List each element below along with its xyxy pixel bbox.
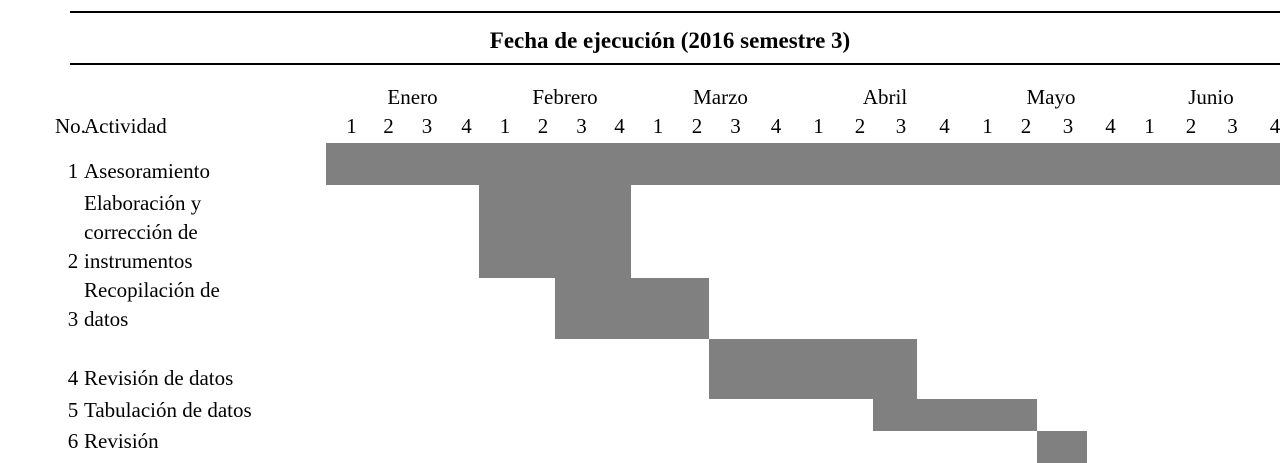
row-number: 1 bbox=[67, 159, 79, 183]
week-label: 3 bbox=[895, 114, 907, 138]
activity-text: Tabulación de datos bbox=[84, 398, 252, 422]
week-label: 1 bbox=[499, 114, 511, 138]
row-number: 6 bbox=[67, 429, 79, 453]
week-label: 1 bbox=[813, 114, 824, 138]
gantt-bar bbox=[326, 143, 1280, 185]
week-label: 2 bbox=[383, 114, 394, 138]
number-header: No. bbox=[55, 114, 86, 138]
month-label: Abril bbox=[862, 85, 908, 109]
gantt-bar bbox=[1037, 431, 1087, 463]
activity-text: corrección de bbox=[84, 220, 198, 244]
activity-text: Revisión de datos bbox=[84, 366, 234, 390]
week-label: 2 bbox=[691, 114, 703, 138]
week-label: 4 bbox=[461, 114, 472, 138]
row-number: 5 bbox=[67, 398, 79, 422]
activity-text: Elaboración y bbox=[84, 191, 202, 215]
week-label: 4 bbox=[1269, 114, 1280, 138]
gantt-bar bbox=[873, 399, 1037, 431]
week-label: 4 bbox=[1105, 114, 1116, 138]
week-label: 1 bbox=[346, 114, 357, 138]
row-number: 3 bbox=[67, 307, 79, 331]
month-label: Enero bbox=[387, 85, 438, 109]
header-rule bbox=[70, 63, 1280, 65]
gantt-bar bbox=[555, 278, 709, 339]
activity-text: datos bbox=[84, 307, 129, 331]
month-label: Junio bbox=[1188, 85, 1234, 109]
week-label: 2 bbox=[537, 114, 549, 138]
activity-text: Recopilación de bbox=[84, 278, 220, 302]
month-label: Mayo bbox=[1026, 85, 1076, 109]
top-rule bbox=[70, 11, 1280, 13]
week-label: 1 bbox=[1144, 114, 1155, 138]
activity-header: Actividad bbox=[84, 114, 167, 138]
month-label: Febrero bbox=[532, 85, 598, 109]
week-label: 1 bbox=[652, 114, 664, 138]
week-label: 4 bbox=[614, 114, 625, 138]
activity-text: Revisión bbox=[84, 429, 159, 453]
month-label: Marzo bbox=[693, 85, 748, 109]
week-label: 2 bbox=[1020, 114, 1032, 138]
table-title: Fecha de ejecución (2016 semestre 3) bbox=[489, 28, 851, 53]
week-label: 4 bbox=[770, 114, 782, 138]
week-label: 2 bbox=[1185, 114, 1197, 138]
activity-text: Asesoramiento bbox=[84, 159, 210, 183]
week-label: 3 bbox=[421, 114, 433, 138]
gantt-bar bbox=[479, 185, 631, 278]
week-label: 3 bbox=[730, 114, 741, 138]
week-label: 4 bbox=[939, 114, 950, 138]
week-label: 3 bbox=[576, 114, 587, 138]
row-number: 4 bbox=[67, 366, 79, 390]
week-label: 1 bbox=[982, 114, 993, 138]
activity-text: instrumentos bbox=[84, 249, 193, 273]
week-label: 3 bbox=[1227, 114, 1238, 138]
row-number: 2 bbox=[67, 249, 79, 273]
week-label: 3 bbox=[1062, 114, 1074, 138]
gantt-bar bbox=[709, 339, 917, 399]
week-label: 2 bbox=[854, 114, 866, 138]
